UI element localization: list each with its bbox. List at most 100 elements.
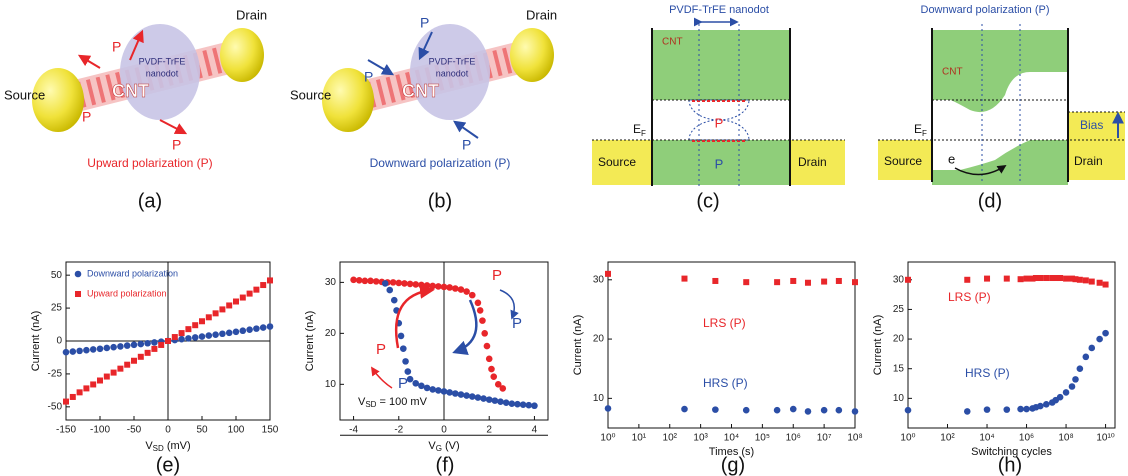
- point: [260, 324, 267, 331]
- point: [165, 338, 171, 344]
- x-tick-label: 4: [532, 425, 538, 436]
- y-tick-label: 0: [56, 336, 62, 347]
- point: [488, 366, 495, 373]
- point: [110, 344, 117, 351]
- point: [240, 295, 246, 301]
- point: [219, 306, 225, 312]
- point: [712, 406, 719, 413]
- p-label: P: [398, 375, 408, 392]
- point: [233, 328, 240, 335]
- note: VSD = 100 mV: [358, 396, 428, 409]
- point: [836, 407, 843, 414]
- plot-frame: [608, 262, 855, 428]
- x-tick-label: 10³: [693, 433, 708, 444]
- p-label: P: [112, 39, 121, 55]
- point: [1089, 279, 1095, 285]
- point: [514, 401, 521, 408]
- x-tick-label: 10⁰: [900, 433, 915, 444]
- point: [520, 401, 527, 408]
- fermi-label: EF: [633, 122, 646, 138]
- y-tick-label: 25: [51, 303, 63, 314]
- point: [158, 342, 164, 348]
- point: [605, 405, 612, 412]
- annotation: HRS (P): [965, 366, 1010, 380]
- y-tick-label: 10: [325, 379, 337, 390]
- x-tick-label: 50: [196, 425, 208, 436]
- point: [253, 325, 260, 332]
- point: [484, 343, 491, 350]
- x-axis-title-rest: (mV): [164, 440, 191, 452]
- point: [386, 287, 393, 294]
- y-tick-label: 10: [593, 393, 605, 404]
- drain-label: Drain: [1074, 154, 1103, 168]
- p-label: P: [512, 315, 522, 332]
- sweep-arrow: [396, 290, 432, 348]
- fermi-sub: F: [641, 129, 646, 138]
- x-tick-label: -2: [394, 425, 403, 436]
- point: [104, 345, 111, 352]
- point: [412, 281, 419, 288]
- point: [446, 389, 453, 396]
- p-label: P: [82, 109, 91, 125]
- point: [199, 333, 206, 340]
- point: [497, 398, 504, 405]
- point: [1103, 282, 1109, 288]
- point: [481, 330, 488, 337]
- legend-marker: [75, 291, 81, 297]
- note-sub: SD: [365, 400, 376, 409]
- x-tick-label: 10⁶: [786, 433, 801, 444]
- panel-label: (d): [978, 190, 1002, 212]
- point: [124, 342, 131, 349]
- y-tick-label: 20: [325, 328, 337, 339]
- point: [821, 279, 827, 285]
- point: [362, 278, 369, 285]
- point: [144, 340, 151, 347]
- panel-label: (b): [428, 190, 452, 212]
- panel-a: CNT PVDF-TrFE nanodot Drain Source P P P…: [4, 7, 267, 170]
- point: [233, 299, 239, 305]
- point: [131, 342, 138, 349]
- x-tick-label: 10¹: [632, 433, 647, 444]
- point: [712, 278, 718, 284]
- point: [503, 399, 510, 406]
- source-label: Source: [290, 87, 331, 102]
- point: [852, 408, 859, 415]
- point: [605, 271, 611, 277]
- point: [458, 391, 465, 398]
- p-label: P: [172, 137, 181, 153]
- point: [185, 335, 192, 342]
- cnt-label: CNT: [662, 37, 683, 48]
- point: [138, 354, 144, 360]
- point: [131, 358, 137, 364]
- point: [1004, 276, 1010, 282]
- cnt-label: CNT: [112, 81, 149, 101]
- point: [212, 331, 219, 338]
- point: [97, 345, 104, 352]
- point: [138, 341, 145, 348]
- point: [178, 336, 185, 343]
- x-tick-label: 0: [165, 425, 171, 436]
- point: [905, 407, 912, 414]
- legend-marker: [75, 271, 82, 278]
- x-tick-label: 10⁵: [755, 433, 770, 444]
- point: [499, 385, 506, 392]
- point: [192, 334, 199, 341]
- nanodot-label: nanodot: [436, 68, 469, 78]
- point: [226, 330, 233, 337]
- point: [402, 358, 409, 365]
- point: [480, 395, 487, 402]
- x-tick-label: 2: [486, 425, 492, 436]
- caption: Upward polarization (P): [87, 156, 212, 170]
- p-label: P: [420, 15, 429, 31]
- point: [964, 408, 971, 415]
- point: [145, 350, 151, 356]
- x-tick-label: 0: [441, 425, 447, 436]
- drain-label: Drain: [236, 7, 267, 22]
- point: [1102, 330, 1109, 337]
- point: [97, 378, 103, 384]
- point: [367, 278, 374, 285]
- point: [1063, 389, 1070, 396]
- point: [1017, 406, 1024, 413]
- y-tick-label: -25: [48, 369, 63, 380]
